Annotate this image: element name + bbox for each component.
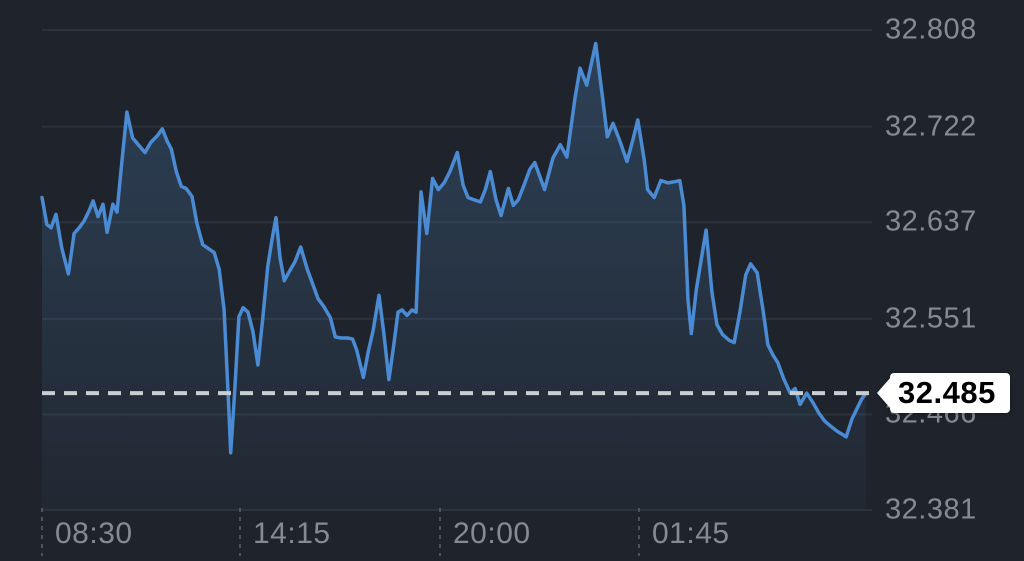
- x-axis-label: 14:15: [253, 517, 331, 550]
- last-price-tag: 32.485: [877, 373, 1010, 414]
- y-axis-label: 32.381: [885, 493, 977, 526]
- price-line: [40, 41, 868, 455]
- x-axis-label: 20:00: [452, 517, 531, 550]
- y-axis-label: 32.637: [885, 205, 977, 238]
- x-tick-marks: [41, 508, 640, 556]
- x-axis-label: 01:45: [651, 517, 730, 550]
- price-tag-arrow-icon: [877, 377, 891, 410]
- y-axis-label: 32.722: [885, 110, 977, 143]
- y-axis-label: 32.551: [885, 302, 977, 335]
- last-price-value: 32.485: [890, 373, 1010, 414]
- x-axis-label: 08:30: [55, 517, 133, 550]
- y-axis-label: 32.808: [885, 13, 977, 46]
- price-area: [42, 43, 866, 510]
